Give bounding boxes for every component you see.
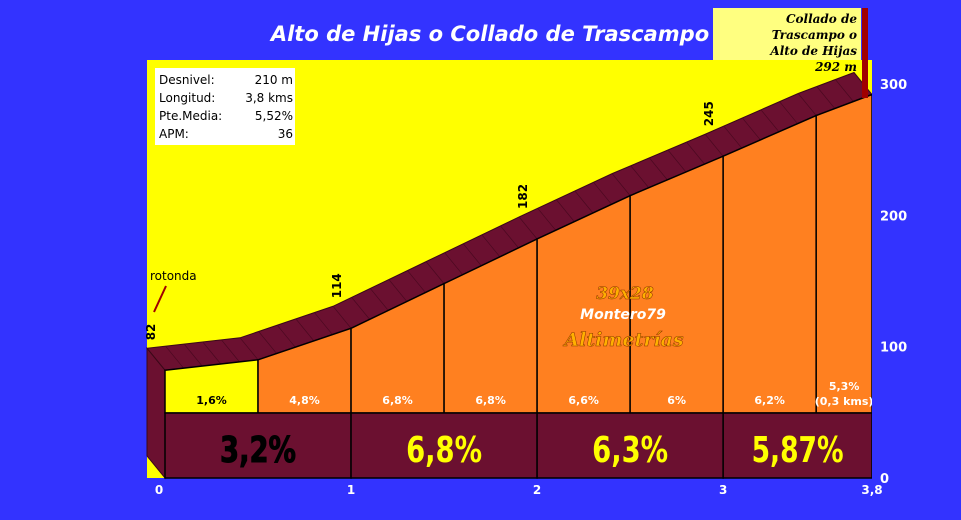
segment-grade-label: 6,8% — [382, 394, 413, 407]
segment-length-note: (0,3 kms) — [815, 395, 874, 408]
slab-ridge — [183, 343, 203, 367]
slab-ridge — [239, 337, 259, 361]
slab-ridge — [407, 270, 426, 293]
slab-ridge — [779, 101, 798, 124]
slab-ridge — [500, 225, 519, 249]
slab-ridge — [556, 199, 575, 222]
elevation-label: 182 — [516, 184, 530, 209]
slab-ridge — [332, 306, 352, 329]
slab-ridge — [835, 79, 854, 102]
chart-title: Alto de Hijas o Collado de Trascampo — [270, 22, 710, 46]
annotation-label: rotonda — [150, 269, 197, 283]
slab-ridge — [369, 288, 389, 311]
y-tick-label: 300 — [880, 78, 907, 93]
slab-ridge — [258, 331, 277, 354]
summit-label: Collado de Trascampo o Alto de Hijas 292… — [713, 8, 861, 74]
km-band-2 — [536, 412, 724, 479]
watermark-size: 39x28 — [596, 284, 654, 304]
km-band-1 — [350, 412, 538, 479]
segment-grade-label: 6,8% — [475, 394, 506, 407]
km-band-0 — [164, 412, 352, 479]
summit-pole — [862, 8, 868, 98]
slab-ridge — [351, 297, 370, 320]
x-tick-label: 3 — [719, 483, 727, 497]
info-row-desnivel: Desnivel: 210 m — [159, 71, 293, 89]
info-label: APM: — [159, 127, 189, 141]
slab-ridge — [667, 149, 687, 173]
slab-ridge — [760, 109, 780, 133]
info-box: Desnivel: 210 m Longitud: 3,8 kms Pte.Medi… — [155, 68, 295, 145]
summit-elevation: 292 m — [815, 60, 857, 74]
segment-grade-label: 6,6% — [568, 394, 599, 407]
slab-ridge — [481, 234, 501, 258]
segment-grade-label: 6% — [667, 394, 686, 407]
slab-ridge — [686, 141, 705, 165]
slab-ridge — [314, 312, 333, 335]
elevation-label: 82 — [144, 324, 158, 341]
segment-7 — [815, 93, 873, 414]
info-value: 210 m — [254, 73, 293, 87]
profile-side-face — [146, 346, 166, 480]
slab-ridge — [574, 190, 594, 214]
info-value: 3,8 kms — [245, 91, 293, 105]
summit-name-1: Collado de Trascampo o — [771, 12, 857, 42]
slab-ridge — [611, 173, 631, 196]
info-row-pendiente: Pte.Media: 5,52% — [159, 107, 293, 125]
slab-ridge — [704, 134, 724, 157]
km-average-label: 3,2% — [220, 430, 296, 471]
info-row-longitud: Longitud: 3,8 kms — [159, 89, 293, 107]
slab-ridge — [202, 341, 222, 365]
y-tick-label: 100 — [880, 341, 907, 356]
watermark-brand: Altimetrías — [562, 329, 683, 351]
slab-ridge — [649, 157, 668, 181]
watermark-author: Montero79 — [580, 307, 666, 323]
slab-ridge — [295, 318, 315, 342]
right-margin — [872, 60, 961, 480]
slab-ridge — [463, 243, 482, 266]
elevation-label: 245 — [702, 101, 716, 126]
slab-ridge — [221, 339, 240, 363]
x-tick-label: 1 — [347, 483, 355, 497]
annotation-pointer — [153, 285, 167, 313]
km-average-label: 6,8% — [406, 430, 482, 471]
km-average-label: 5,87% — [752, 430, 844, 471]
slab-ridge — [537, 208, 556, 231]
km-band-3 — [722, 412, 873, 479]
slab-ridge — [797, 93, 817, 116]
y-tick-label: 0 — [880, 472, 889, 487]
segment-grade-label: 1,6% — [196, 394, 227, 407]
slab-ridge — [816, 86, 836, 109]
x-tick-label: 0 — [155, 483, 163, 497]
slab-ridge — [425, 261, 445, 284]
info-label: Longitud: — [159, 91, 216, 105]
info-value: 36 — [277, 127, 293, 141]
slab-ridge — [276, 324, 296, 348]
slab-ridge — [444, 252, 463, 275]
segment-grade-label: 5,3% — [829, 380, 860, 393]
info-value: 5,52% — [254, 109, 293, 123]
elevation-label: 114 — [330, 273, 344, 298]
slab-ridge — [165, 345, 184, 369]
slab-ridge — [518, 216, 538, 240]
info-label: Pte.Media: — [159, 109, 223, 123]
slab-ridge — [593, 182, 612, 205]
summit-name-2: Alto de Hijas — [770, 44, 857, 58]
x-tick-label: 3,8 — [861, 483, 882, 497]
slab-ridge — [388, 279, 408, 302]
slab-ridge — [630, 165, 650, 188]
segment-6 — [722, 114, 817, 414]
segment-grade-label: 6,2% — [754, 394, 785, 407]
y-tick-label: 200 — [880, 209, 907, 224]
info-label: Desnivel: — [159, 73, 215, 87]
km-average-label: 6,3% — [592, 430, 668, 471]
slab-ridge — [742, 117, 761, 141]
x-tick-label: 2 — [533, 483, 541, 497]
info-row-apm: APM: 36 — [159, 125, 293, 143]
segment-grade-label: 4,8% — [289, 394, 320, 407]
slab-ridge — [723, 125, 743, 149]
